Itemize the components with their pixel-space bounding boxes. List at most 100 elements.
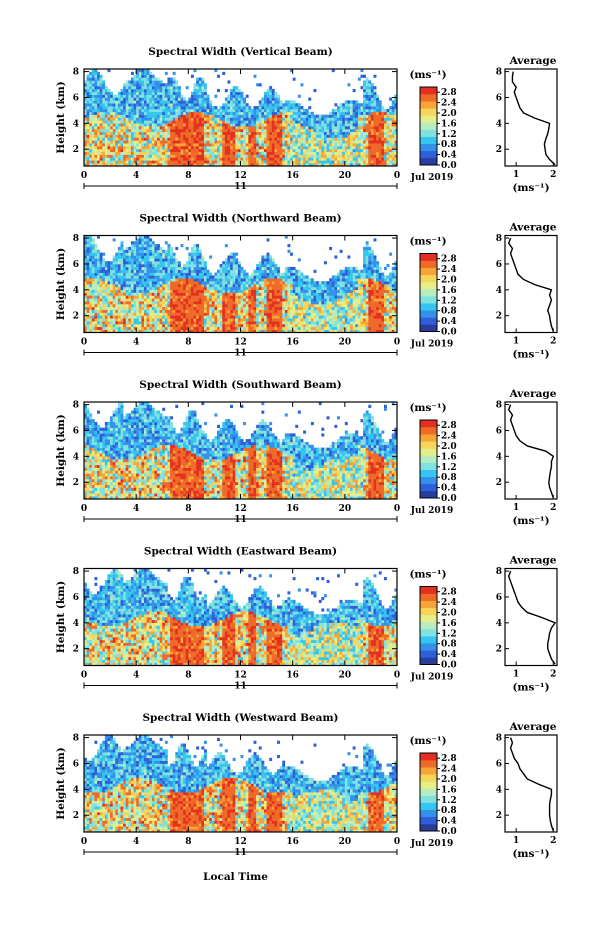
heatmap-cell xyxy=(147,321,150,324)
heatmap-cell xyxy=(248,120,251,123)
heatmap-cell xyxy=(170,318,173,321)
heatmap-cell xyxy=(360,112,363,115)
heatmap-cell xyxy=(376,304,379,307)
heatmap-cell xyxy=(371,310,374,313)
heatmap-cell xyxy=(334,293,337,296)
heatmap-cell xyxy=(329,149,332,152)
heatmap-cell xyxy=(165,327,168,330)
heatmap-cell xyxy=(175,80,178,83)
heatmap-cell xyxy=(134,140,137,143)
heatmap-cell xyxy=(89,72,92,75)
heatmap-cell xyxy=(178,321,181,324)
heatmap-cell xyxy=(347,155,350,158)
heatmap-cell xyxy=(152,120,155,123)
heatmap-cell xyxy=(170,155,173,158)
heatmap-cell xyxy=(308,106,311,109)
heatmap-cell xyxy=(207,106,210,109)
heatmap-cell xyxy=(220,152,223,155)
heatmap-cell xyxy=(207,160,210,163)
heatmap-cell xyxy=(173,152,176,155)
heatmap-cell xyxy=(152,157,155,160)
heatmap-cell xyxy=(194,143,197,146)
heatmap-cell xyxy=(178,89,181,92)
heatmap-cell xyxy=(160,92,163,95)
heatmap-cell xyxy=(363,290,366,293)
heatmap-cell xyxy=(311,327,314,330)
heatmap-cell xyxy=(152,307,155,310)
heatmap-cell xyxy=(230,118,233,121)
heatmap-cell xyxy=(115,100,118,103)
heatmap-cell xyxy=(248,152,251,155)
heatmap-cell xyxy=(178,132,181,135)
heatmap-cell xyxy=(314,304,317,307)
heatmap-cell xyxy=(379,149,382,152)
heatmap-cell xyxy=(243,290,246,293)
heatmap-cell xyxy=(118,112,121,115)
heatmap-cell xyxy=(149,324,152,327)
heatmap-cell xyxy=(280,298,283,301)
heatmap-cell xyxy=(170,146,173,149)
heatmap-cell xyxy=(105,146,108,149)
heatmap-cell xyxy=(183,106,186,109)
heatmap-cell xyxy=(389,298,392,301)
heatmap-cell xyxy=(347,290,350,293)
x-tick-label: 0 xyxy=(81,171,87,181)
heatmap-cell xyxy=(102,149,105,152)
heatmap-cell xyxy=(149,126,152,129)
heatmap-cell xyxy=(342,157,345,160)
heatmap-cell xyxy=(102,290,105,293)
heatmap-cell xyxy=(201,324,204,327)
heatmap-cell xyxy=(282,135,285,138)
heatmap-cell xyxy=(186,149,189,152)
heatmap-cell xyxy=(170,89,173,92)
heatmap-cell xyxy=(178,100,181,103)
heatmap-cell xyxy=(204,106,207,109)
heatmap-cell xyxy=(121,115,124,118)
heatmap-cell xyxy=(128,109,131,112)
heatmap-cell xyxy=(287,112,290,115)
heatmap-cell xyxy=(392,106,395,109)
heatmap-cell xyxy=(126,295,129,298)
heatmap-cell xyxy=(110,123,113,126)
heatmap-cell xyxy=(261,135,264,138)
heatmap-cell xyxy=(363,118,366,121)
heatmap-cell xyxy=(183,315,186,318)
heatmap-cell xyxy=(188,118,191,121)
heatmap-cell xyxy=(337,327,340,330)
heatmap-cell xyxy=(327,324,330,327)
heatmap-cell xyxy=(340,298,343,301)
heatmap-cell xyxy=(272,135,275,138)
heatmap-cell xyxy=(134,126,137,129)
heatmap-cell xyxy=(170,140,173,143)
heatmap-cell xyxy=(360,295,363,298)
heatmap-cell xyxy=(368,315,371,318)
heatmap-cell xyxy=(259,129,262,132)
heatmap-cell xyxy=(300,106,303,109)
heatmap-cell xyxy=(324,313,327,316)
heatmap-cell xyxy=(360,118,363,121)
heatmap-cell xyxy=(207,318,210,321)
heatmap-cell xyxy=(131,324,134,327)
heatmap-cell xyxy=(319,293,322,296)
heatmap-cell xyxy=(178,95,181,98)
heatmap-cell xyxy=(196,315,199,318)
heatmap-cell xyxy=(295,123,298,126)
heatmap-cell xyxy=(201,157,204,160)
heatmap-cell xyxy=(280,307,283,310)
heatmap-cell xyxy=(287,137,290,140)
heatmap-cell xyxy=(293,313,296,316)
heatmap-cell xyxy=(139,149,142,152)
heatmap-cell xyxy=(264,109,267,112)
heatmap-cell xyxy=(371,318,374,321)
heatmap-cell xyxy=(183,103,186,106)
heatmap-cell xyxy=(220,295,223,298)
heatmap-cell xyxy=(332,115,335,118)
heatmap-cell xyxy=(173,112,176,115)
heatmap-cell xyxy=(167,315,170,318)
heatmap-cell xyxy=(97,135,100,138)
heatmap-cell xyxy=(126,83,129,86)
heatmap-cell xyxy=(188,315,191,318)
heatmap-cell xyxy=(379,140,382,143)
heatmap-cell xyxy=(285,118,288,121)
heatmap-cell xyxy=(207,301,210,304)
